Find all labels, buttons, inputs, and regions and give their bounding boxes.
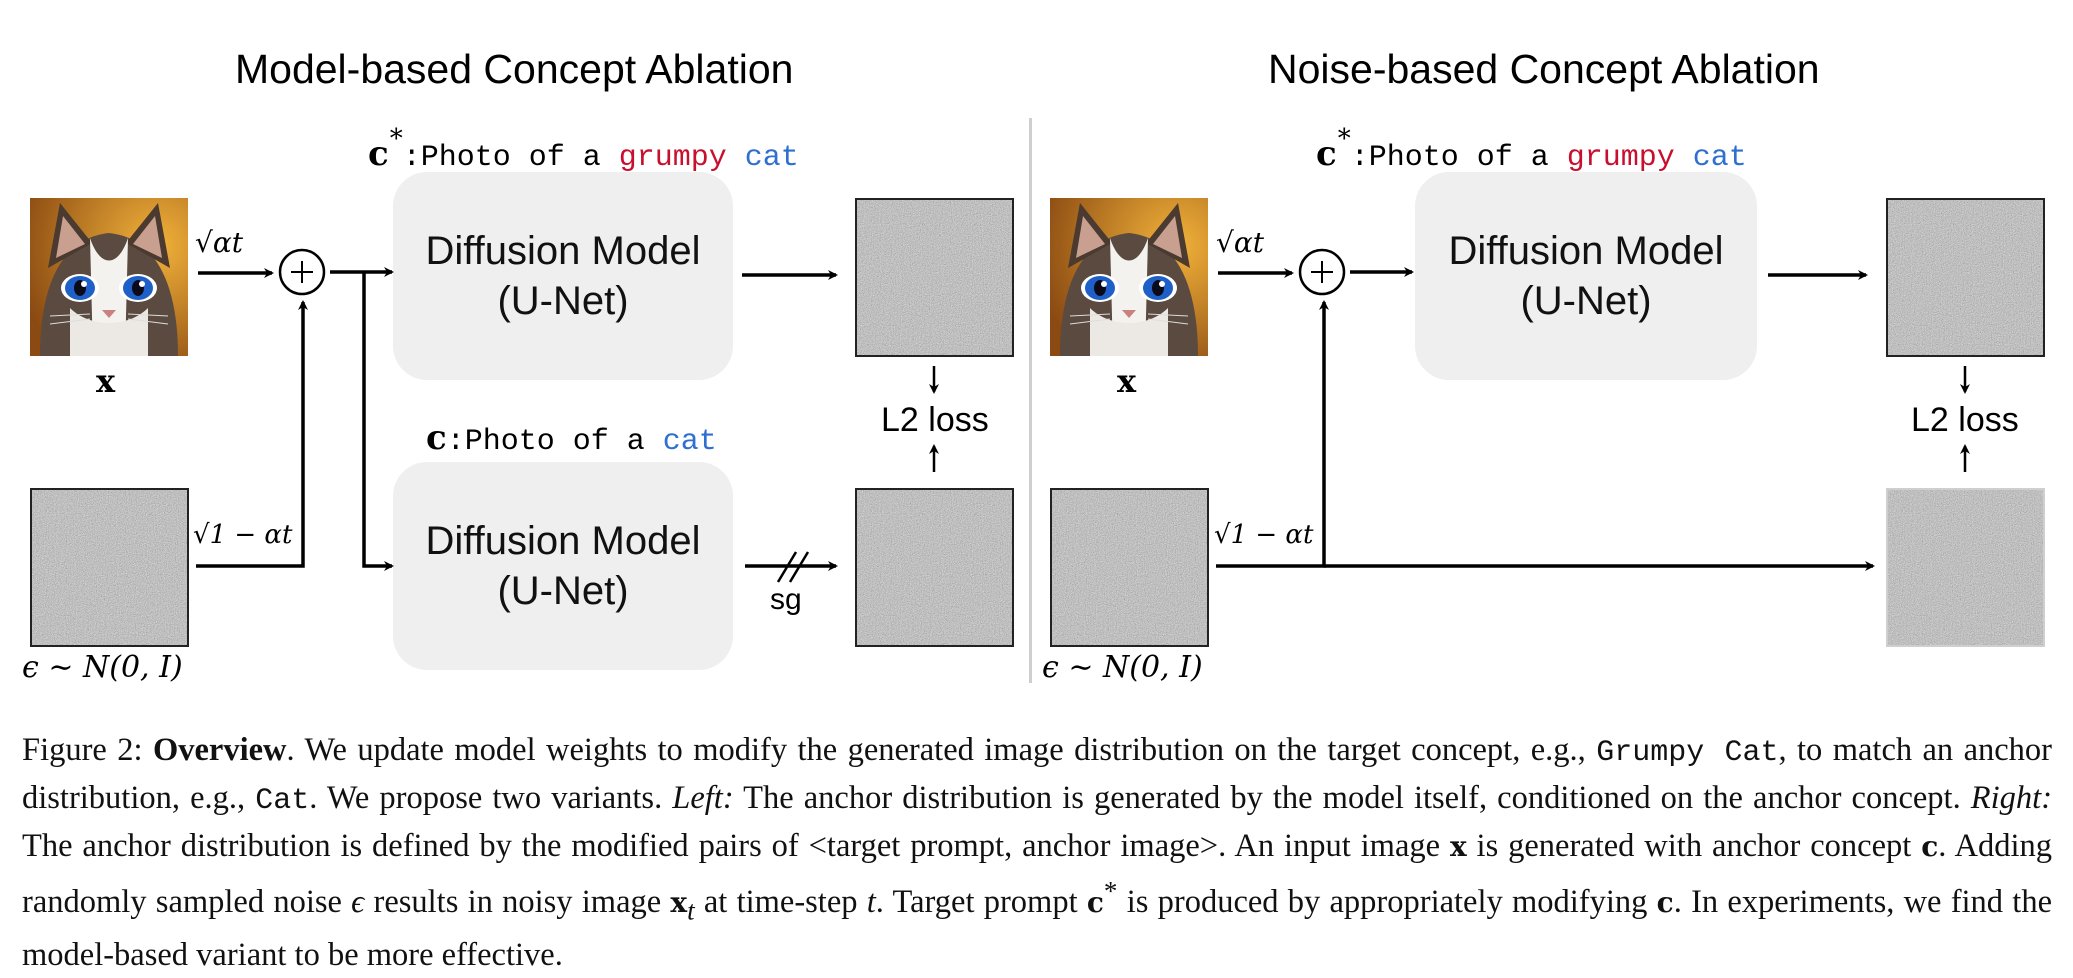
- cat-image: [30, 198, 188, 356]
- target-noise-bottom: [1886, 488, 2045, 647]
- anchor-concept: Cat: [255, 784, 310, 818]
- target-word: grumpy: [1566, 141, 1675, 175]
- l2-loss-label: L2 loss: [881, 401, 989, 439]
- left-target-prompt: c*:Photo of a grumpy cat: [368, 124, 799, 175]
- noise-input-image: [30, 488, 189, 647]
- noise-distribution-label: ϵ ∼ N(0, I): [22, 650, 183, 685]
- target-concept: Grumpy Cat: [1596, 736, 1779, 770]
- right-target-prompt: c*:Photo of a grumpy cat: [1316, 124, 1747, 175]
- alpha-label: √αt: [195, 226, 244, 259]
- figure-caption: Figure 2: Overview. We update model weig…: [22, 732, 2053, 974]
- noise-input-image: [1050, 488, 1209, 647]
- diagram-connectors: [196, 248, 1970, 583]
- l2-loss-label: L2 loss: [1911, 401, 2019, 439]
- output-noise-top: [855, 198, 1014, 357]
- anchor-word: cat: [662, 425, 717, 459]
- sg-label: sg: [770, 583, 802, 616]
- diffusion-model-box: Diffusion Model (U-Net): [1415, 172, 1757, 380]
- output-noise-top: [1886, 198, 2045, 357]
- noise-distribution-label: ϵ ∼ N(0, I): [1042, 650, 1203, 685]
- output-noise-bottom: [855, 488, 1014, 647]
- right-panel-title: Noise-based Concept Ablation: [1268, 46, 1820, 92]
- figure-label: Figure 2:: [22, 732, 143, 768]
- left-panel-title: Model-based Concept Ablation: [235, 46, 794, 92]
- caption-bold-title: Overview: [152, 732, 287, 768]
- anchor-word: cat: [744, 141, 799, 175]
- diffusion-model-box-top: Diffusion Model (U-Net): [393, 172, 733, 380]
- image-label-x: x: [96, 362, 116, 400]
- one-minus-alpha-label: √1 − αt: [193, 520, 293, 550]
- alpha-label: √αt: [1216, 226, 1265, 259]
- image-label-x: x: [1117, 362, 1137, 400]
- anchor-word: cat: [1692, 141, 1747, 175]
- cat-image: [1050, 198, 1208, 356]
- diffusion-model-box-bottom: Diffusion Model (U-Net): [393, 462, 733, 670]
- panel-divider: [1029, 118, 1032, 683]
- one-minus-alpha-label: √1 − αt: [1214, 520, 1314, 550]
- target-word: grumpy: [618, 141, 727, 175]
- left-anchor-prompt: c:Photo of a cat: [426, 418, 717, 459]
